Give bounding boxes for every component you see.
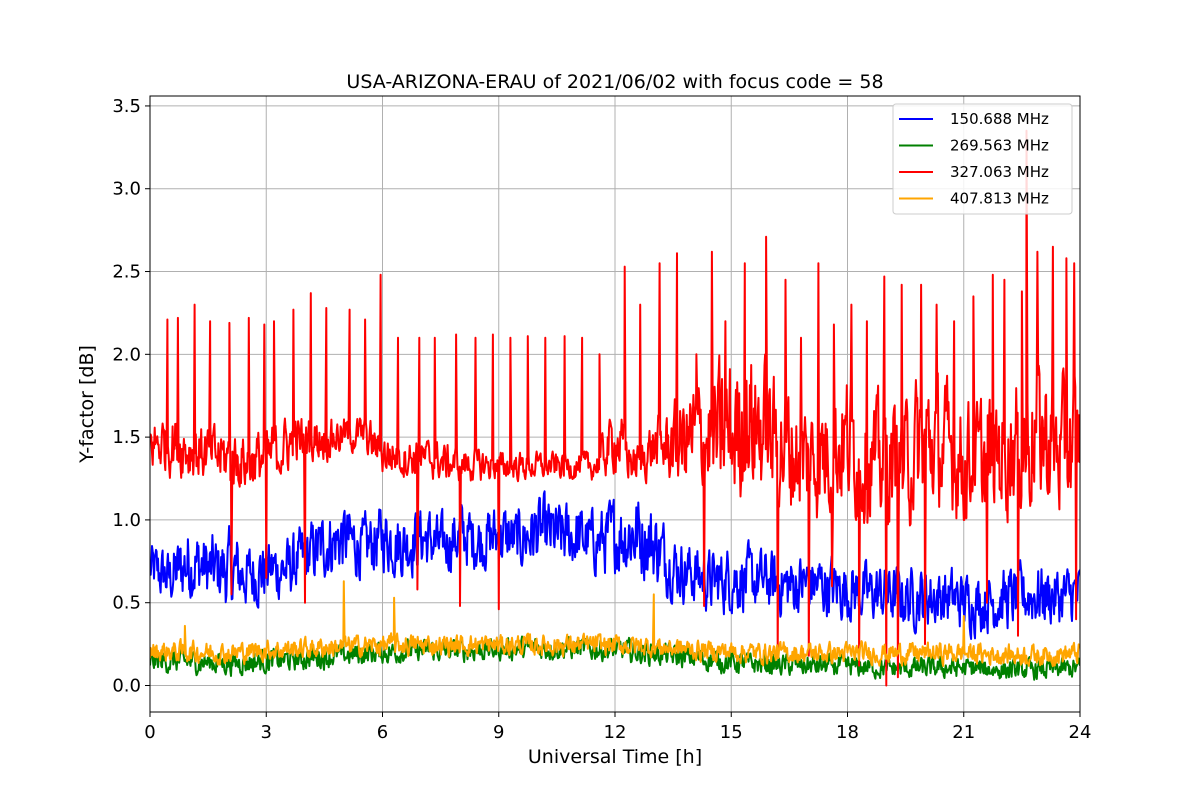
y-tick-label: 3.0 [112, 179, 141, 200]
y-axis-label: Y-factor [dB] [76, 345, 98, 464]
legend-label: 150.688 MHz [950, 110, 1049, 128]
x-tick-label: 9 [493, 722, 504, 743]
plot-area [150, 129, 1080, 687]
series-line-327-063-mhz [150, 129, 1080, 687]
x-tick-label: 6 [377, 722, 388, 743]
x-tick-label: 3 [261, 722, 272, 743]
legend-label: 327.063 MHz [950, 163, 1049, 181]
y-tick-label: 2.0 [112, 344, 141, 365]
x-tick-label: 21 [952, 722, 975, 743]
x-tick-label: 0 [144, 722, 155, 743]
series-line-407-813-mhz [150, 580, 1080, 668]
legend: 150.688 MHz 269.563 MHz 327.063 MHz 407.813… [892, 103, 1073, 215]
y-tick-label: 2.5 [112, 262, 141, 283]
y-tick-label: 1.0 [112, 510, 141, 531]
x-axis-label: Universal Time [h] [528, 746, 702, 768]
axis-ticks: 0 3 6 9 12 15 18 21 24 0.0 0.5 1.0 1.5 2.0 2.5 3.0 3.5 [112, 96, 1091, 743]
legend-label: 269.563 MHz [950, 137, 1049, 155]
y-tick-label: 0.0 [112, 676, 141, 697]
x-tick-label: 12 [604, 722, 627, 743]
x-tick-label: 24 [1069, 722, 1092, 743]
x-tick-label: 15 [720, 722, 743, 743]
y-tick-label: 3.5 [112, 96, 141, 117]
legend-box [892, 103, 1073, 215]
chart-title: USA-ARIZONA-ERAU of 2021/06/02 with focu… [346, 71, 883, 93]
y-tick-label: 1.5 [112, 427, 141, 448]
legend-label: 407.813 MHz [950, 190, 1049, 208]
y-tick-label: 0.5 [112, 593, 141, 614]
x-tick-label: 18 [836, 722, 859, 743]
